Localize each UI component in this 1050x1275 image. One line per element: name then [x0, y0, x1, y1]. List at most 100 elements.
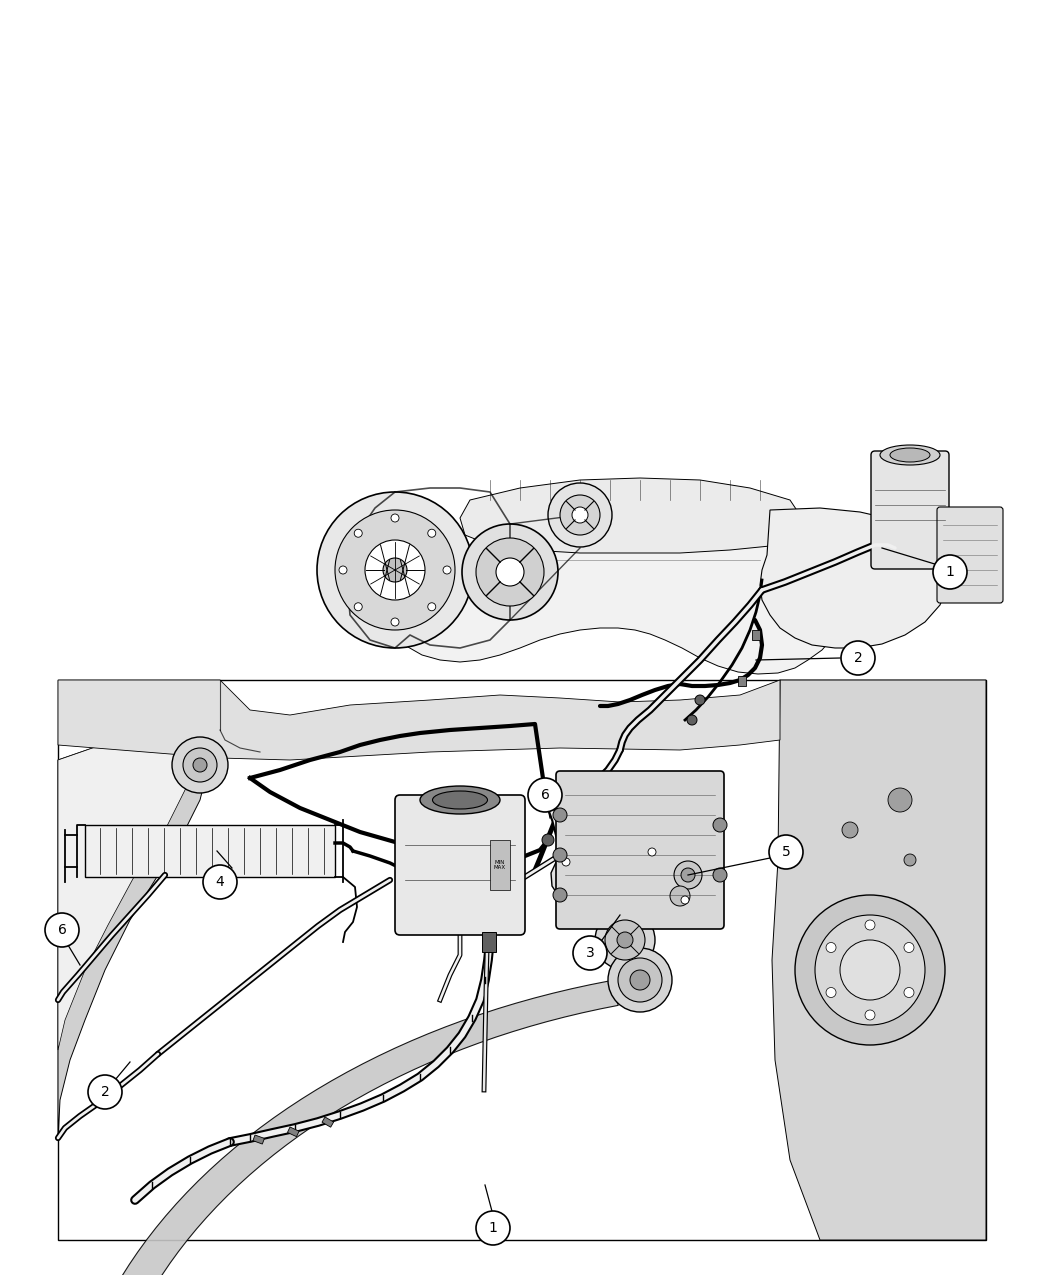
- Bar: [322, 1117, 334, 1127]
- Circle shape: [888, 788, 912, 812]
- Circle shape: [769, 835, 803, 870]
- Circle shape: [618, 958, 662, 1002]
- Circle shape: [354, 603, 362, 611]
- Circle shape: [826, 988, 836, 997]
- Ellipse shape: [420, 785, 500, 813]
- Polygon shape: [390, 507, 845, 674]
- Circle shape: [933, 555, 967, 589]
- Circle shape: [904, 988, 914, 997]
- Circle shape: [681, 896, 689, 904]
- Circle shape: [183, 748, 217, 782]
- Text: 6: 6: [58, 923, 66, 937]
- Ellipse shape: [433, 790, 487, 810]
- Circle shape: [865, 921, 875, 929]
- Circle shape: [865, 1010, 875, 1020]
- Circle shape: [595, 910, 655, 970]
- Circle shape: [476, 1211, 510, 1244]
- Circle shape: [687, 715, 697, 725]
- Circle shape: [842, 822, 858, 838]
- Text: MIN
MAX: MIN MAX: [494, 859, 506, 871]
- Bar: [253, 1135, 265, 1144]
- Circle shape: [548, 483, 612, 547]
- Text: 1: 1: [488, 1221, 498, 1235]
- Circle shape: [476, 538, 544, 606]
- Ellipse shape: [890, 448, 930, 462]
- Circle shape: [617, 932, 633, 949]
- Bar: [490, 840, 510, 890]
- Text: 2: 2: [854, 652, 862, 666]
- FancyBboxPatch shape: [395, 796, 525, 935]
- Circle shape: [670, 886, 690, 907]
- Circle shape: [826, 942, 836, 952]
- Text: 4: 4: [215, 875, 225, 889]
- Ellipse shape: [880, 445, 940, 465]
- Circle shape: [193, 759, 207, 771]
- Circle shape: [528, 778, 562, 812]
- Polygon shape: [58, 720, 200, 1051]
- Circle shape: [795, 895, 945, 1046]
- Circle shape: [88, 1075, 122, 1109]
- Circle shape: [427, 603, 436, 611]
- Polygon shape: [460, 478, 800, 553]
- Circle shape: [335, 510, 455, 630]
- Polygon shape: [551, 847, 692, 915]
- Circle shape: [695, 695, 705, 705]
- Text: 1: 1: [946, 565, 954, 579]
- Text: 6: 6: [541, 788, 549, 802]
- Circle shape: [391, 514, 399, 521]
- FancyBboxPatch shape: [872, 451, 949, 569]
- Circle shape: [443, 566, 452, 574]
- Circle shape: [339, 566, 347, 574]
- Polygon shape: [62, 980, 618, 1275]
- FancyBboxPatch shape: [937, 507, 1003, 603]
- Circle shape: [391, 618, 399, 626]
- Text: 3: 3: [586, 946, 594, 960]
- Circle shape: [572, 507, 588, 523]
- Circle shape: [354, 529, 362, 537]
- Circle shape: [45, 913, 79, 947]
- Circle shape: [608, 949, 672, 1012]
- Polygon shape: [583, 857, 695, 912]
- Circle shape: [630, 970, 650, 989]
- Polygon shape: [760, 507, 950, 648]
- Circle shape: [560, 495, 600, 536]
- Polygon shape: [58, 720, 210, 1140]
- Circle shape: [462, 524, 558, 620]
- Text: 2: 2: [101, 1085, 109, 1099]
- Circle shape: [713, 819, 727, 833]
- Circle shape: [841, 641, 875, 674]
- Polygon shape: [772, 680, 986, 1241]
- Circle shape: [562, 858, 570, 866]
- Circle shape: [840, 940, 900, 1000]
- Circle shape: [172, 737, 228, 793]
- Polygon shape: [58, 680, 780, 760]
- Circle shape: [674, 861, 702, 889]
- Circle shape: [815, 915, 925, 1025]
- Circle shape: [542, 834, 554, 847]
- Circle shape: [365, 541, 425, 601]
- Circle shape: [553, 808, 567, 822]
- Circle shape: [553, 848, 567, 862]
- Circle shape: [203, 864, 237, 899]
- Circle shape: [904, 854, 916, 866]
- Circle shape: [573, 936, 607, 970]
- Text: 5: 5: [781, 845, 791, 859]
- Circle shape: [713, 868, 727, 882]
- Bar: [482, 932, 496, 952]
- Circle shape: [904, 942, 914, 952]
- Circle shape: [427, 529, 436, 537]
- Circle shape: [681, 868, 695, 882]
- Circle shape: [317, 492, 472, 648]
- Bar: [85, 825, 335, 877]
- Bar: [738, 676, 746, 686]
- Bar: [58, 680, 986, 1241]
- FancyBboxPatch shape: [556, 771, 724, 929]
- Circle shape: [537, 784, 553, 799]
- Bar: [288, 1127, 299, 1137]
- Circle shape: [383, 558, 407, 581]
- Bar: [752, 630, 760, 640]
- Circle shape: [648, 848, 656, 856]
- Circle shape: [496, 558, 524, 587]
- Circle shape: [605, 921, 645, 960]
- Circle shape: [553, 887, 567, 901]
